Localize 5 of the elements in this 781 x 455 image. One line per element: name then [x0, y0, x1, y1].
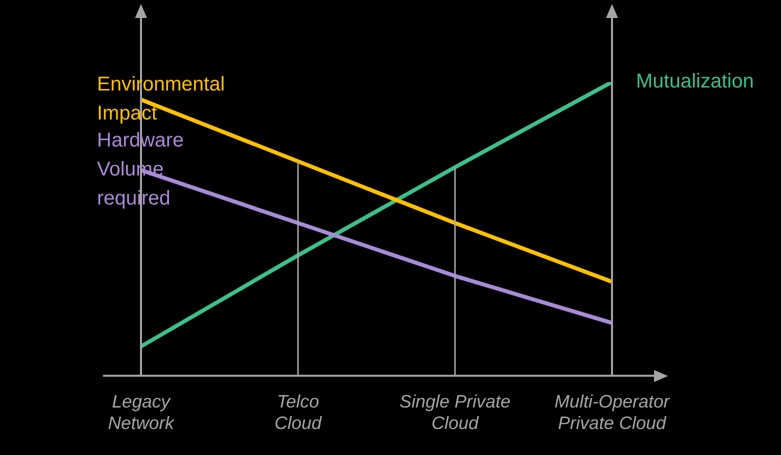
x-tick-label: Multi-Operator Private Cloud [554, 392, 671, 434]
series-label: Mutualization [636, 70, 754, 93]
x-tick-label: Telco Cloud [274, 392, 323, 434]
x-tick-label: Legacy Network [108, 392, 176, 434]
x-tick-label: Single Private Cloud [399, 392, 511, 434]
